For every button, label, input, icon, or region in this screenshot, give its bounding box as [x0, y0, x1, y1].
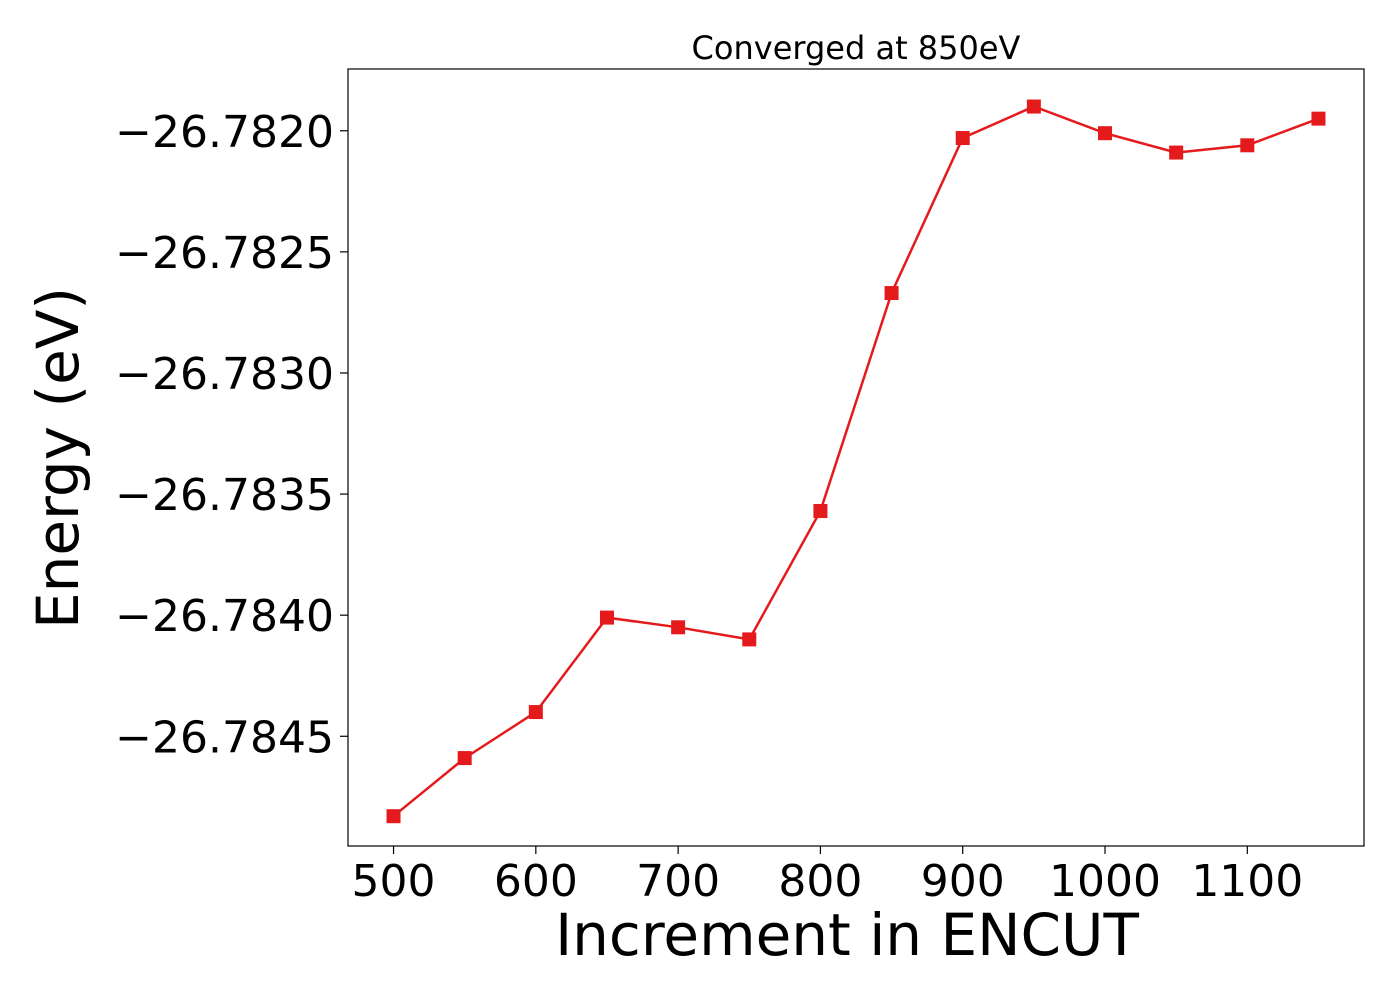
data-point-marker	[1311, 111, 1326, 126]
y-axis-label: Energy (eV)	[24, 287, 92, 629]
x-tick-label: 500	[352, 856, 436, 907]
data-point-marker	[955, 131, 970, 146]
x-axis: 500 600 700 800 900 1000 1100	[352, 846, 1303, 907]
data-point-marker	[742, 632, 757, 647]
data-point-marker	[1240, 138, 1255, 153]
x-tick-label: 700	[636, 856, 720, 907]
x-tick-label: 800	[778, 856, 862, 907]
data-point-marker	[457, 751, 472, 766]
data-point-marker	[813, 504, 828, 519]
data-point-marker	[671, 620, 686, 635]
x-tick-label: 1100	[1191, 856, 1303, 907]
y-tick-label: −26.7830	[115, 349, 334, 400]
x-axis-label: Increment in ENCUT	[555, 901, 1139, 969]
plot-area	[347, 68, 1365, 847]
data-point-marker	[528, 705, 543, 720]
x-tick-label: 600	[494, 856, 578, 907]
data-point-marker	[1026, 99, 1041, 114]
energy-series-markers	[386, 99, 1326, 824]
y-axis: −26.7845 −26.7840 −26.7835 −26.7830 −26.7825…	[115, 107, 348, 763]
y-tick-label: −26.7820	[115, 107, 334, 158]
data-point-marker	[599, 610, 614, 625]
data-point-marker	[1169, 145, 1184, 160]
y-tick-label: −26.7845	[115, 712, 334, 763]
data-point-marker	[884, 286, 899, 301]
y-tick-label: −26.7835	[115, 470, 334, 521]
x-tick-label: 1000	[1049, 856, 1161, 907]
data-point-marker	[386, 809, 401, 824]
data-point-marker	[1098, 126, 1113, 141]
y-tick-label: −26.7825	[115, 228, 334, 279]
chart-title: Converged at 850eV	[692, 29, 1021, 67]
energy-series-line	[392, 105, 1319, 818]
x-tick-label: 900	[921, 856, 1005, 907]
y-tick-label: −26.7840	[115, 591, 334, 642]
